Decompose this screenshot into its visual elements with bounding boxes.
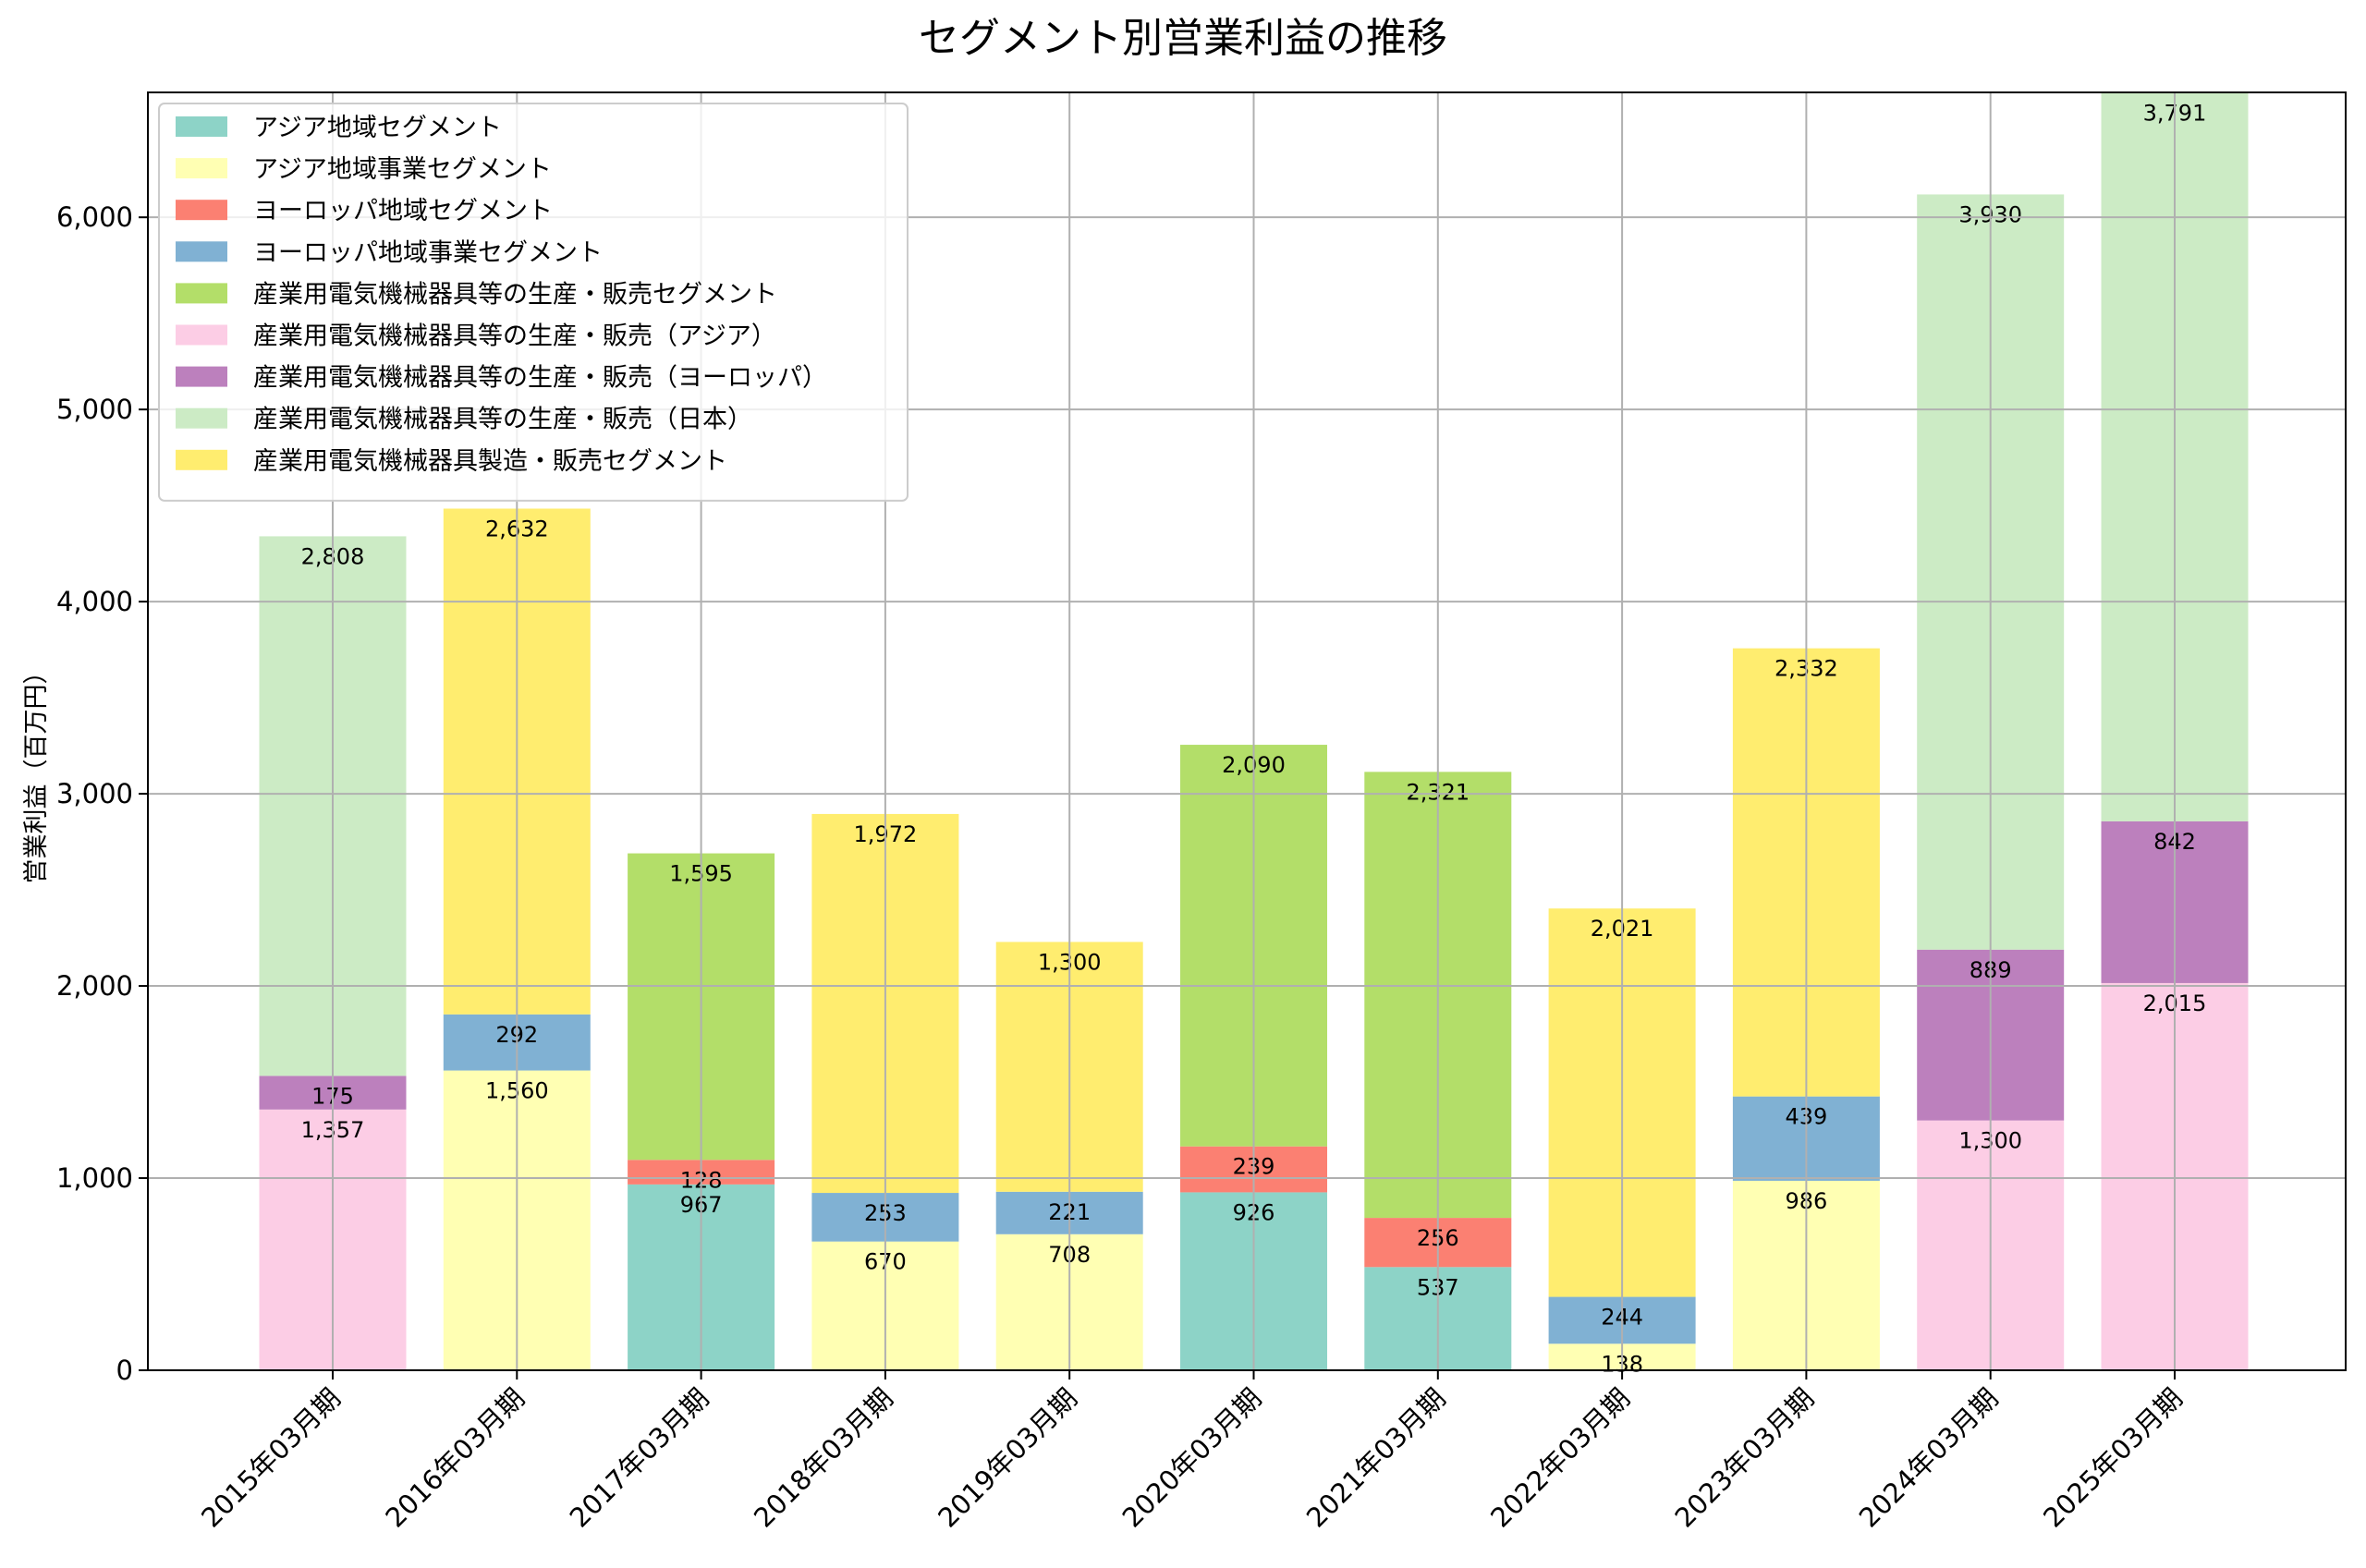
plot-frame — [147, 91, 2347, 1371]
legend-entry-label: ヨーロッパ地域事業セグメント — [253, 238, 603, 267]
legend-entry-label: 産業用電気機械器具等の生産・販売（アジア） — [253, 322, 776, 351]
x-tick-label: 2019年03月期 — [932, 1382, 1083, 1534]
x-tick-label: 2021年03月期 — [1300, 1382, 1452, 1534]
legend-swatch — [176, 158, 227, 179]
y-tick-label: 1,000 — [56, 1162, 133, 1194]
x-tick-label: 2020年03月期 — [1116, 1382, 1268, 1534]
legend-swatch — [176, 449, 227, 470]
legend-swatch — [176, 116, 227, 137]
x-tick-label: 2018年03月期 — [748, 1382, 899, 1534]
legend-swatch — [176, 366, 227, 387]
x-tick-label: 2024年03月期 — [1853, 1382, 2005, 1534]
legend-entry-label: 産業用電気機械器具等の生産・販売（ヨーロッパ） — [253, 364, 827, 393]
plot-area: 1,3571752,8081,5602922,6329671281,595670… — [56, 91, 2347, 1534]
x-tick-label: 2025年03月期 — [2037, 1382, 2189, 1534]
legend-swatch — [176, 241, 227, 262]
y-tick-label: 0 — [116, 1355, 133, 1386]
y-axis-label: 営業利益（百万円） — [22, 660, 51, 884]
y-tick-label: 6,000 — [56, 201, 133, 233]
legend-swatch — [176, 200, 227, 221]
legend-swatch — [176, 324, 227, 346]
legend-entry-label: ヨーロッパ地域セグメント — [253, 197, 553, 225]
legend-swatch — [176, 407, 227, 429]
y-tick-label: 5,000 — [56, 394, 133, 425]
y-tick-label: 4,000 — [56, 586, 133, 617]
x-tick-label: 2016年03月期 — [379, 1382, 531, 1534]
legend: アジア地域セグメントアジア地域事業セグメントヨーロッパ地域セグメントヨーロッパ地… — [158, 103, 909, 502]
legend-box — [158, 103, 909, 502]
legend-entry-label: アジア地域事業セグメント — [253, 155, 552, 184]
chart-title: セグメント別営業利益の推移 — [919, 15, 1447, 62]
x-tick-label: 2017年03月期 — [564, 1382, 715, 1534]
x-tick-label: 2023年03月期 — [1668, 1382, 1820, 1534]
y-tick-label: 2,000 — [56, 970, 133, 1002]
x-tick-label: 2015年03月期 — [195, 1382, 347, 1534]
y-tick-label: 3,000 — [56, 778, 133, 809]
legend-swatch — [176, 283, 227, 304]
legend-entry-label: アジア地域セグメント — [253, 114, 502, 142]
legend-entry-label: 産業用電気機械器具等の生産・販売セグメント — [253, 280, 777, 309]
legend-entry-label: 産業用電気機械器具製造・販売セグメント — [253, 447, 727, 476]
legend-entry-label: 産業用電気機械器具等の生産・販売（日本） — [253, 406, 752, 434]
x-tick-label: 2022年03月期 — [1484, 1382, 1636, 1534]
